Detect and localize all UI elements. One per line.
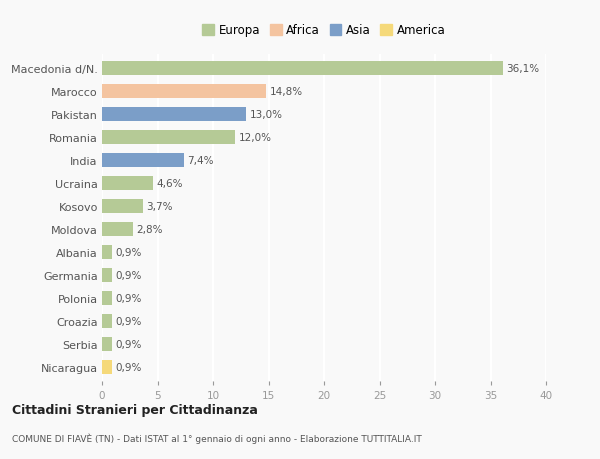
- Text: 0,9%: 0,9%: [115, 362, 142, 372]
- Text: 3,7%: 3,7%: [146, 202, 173, 212]
- Bar: [102, 62, 503, 76]
- Bar: [102, 222, 133, 237]
- Text: 0,9%: 0,9%: [115, 247, 142, 257]
- Text: 0,9%: 0,9%: [115, 270, 142, 280]
- Bar: [102, 130, 235, 145]
- Text: 12,0%: 12,0%: [239, 133, 272, 143]
- Text: 14,8%: 14,8%: [269, 87, 303, 97]
- Text: 13,0%: 13,0%: [250, 110, 283, 120]
- Text: 2,8%: 2,8%: [136, 224, 163, 235]
- Text: 0,9%: 0,9%: [115, 339, 142, 349]
- Text: Cittadini Stranieri per Cittadinanza: Cittadini Stranieri per Cittadinanza: [12, 403, 258, 416]
- Legend: Europa, Africa, Asia, America: Europa, Africa, Asia, America: [200, 22, 448, 39]
- Text: 0,9%: 0,9%: [115, 316, 142, 326]
- Bar: [102, 199, 143, 214]
- Bar: [102, 153, 184, 168]
- Bar: [102, 360, 112, 375]
- Text: COMUNE DI FIAVÈ (TN) - Dati ISTAT al 1° gennaio di ogni anno - Elaborazione TUTT: COMUNE DI FIAVÈ (TN) - Dati ISTAT al 1° …: [12, 432, 422, 442]
- Bar: [102, 245, 112, 260]
- Text: 36,1%: 36,1%: [506, 64, 539, 74]
- Text: 7,4%: 7,4%: [187, 156, 214, 166]
- Bar: [102, 337, 112, 352]
- Bar: [102, 291, 112, 306]
- Bar: [102, 176, 153, 191]
- Text: 4,6%: 4,6%: [157, 179, 183, 189]
- Text: 0,9%: 0,9%: [115, 293, 142, 303]
- Bar: [102, 107, 247, 122]
- Bar: [102, 314, 112, 329]
- Bar: [102, 268, 112, 283]
- Bar: [102, 84, 266, 99]
